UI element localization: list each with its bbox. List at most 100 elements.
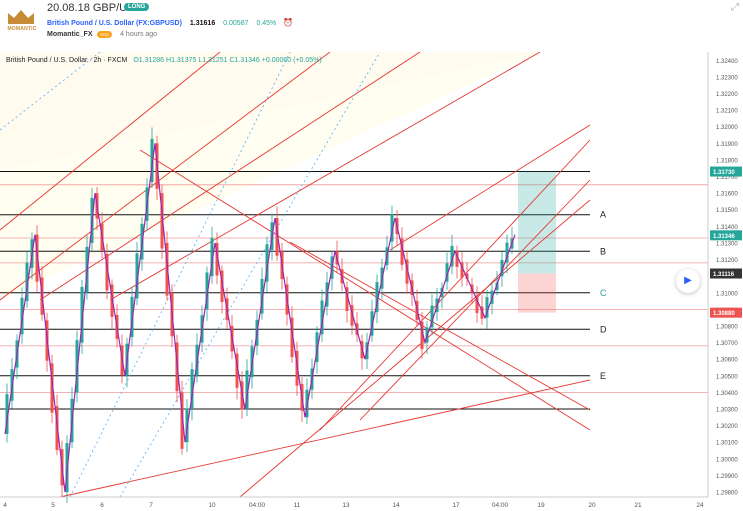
candle-body [455, 251, 459, 267]
legend-symbol: British Pound / U.S. Dollar · 2h · FXCM [6, 57, 128, 64]
y-axis-tick: 1.30700 [716, 341, 738, 347]
trend-line [0, 52, 221, 231]
level-label: B [600, 246, 606, 256]
y-axis-tick: 1.30100 [716, 441, 738, 447]
candle-body [50, 363, 54, 413]
trend-line [359, 179, 591, 421]
alert-icon[interactable]: ⏰ [283, 18, 294, 27]
price-tag-entry [710, 268, 742, 279]
x-axis-tick: 04:00 [492, 502, 509, 509]
price-tag-stop [710, 307, 742, 318]
target-zone [518, 171, 556, 274]
x-axis-tick: 7 [149, 502, 153, 509]
price-chart[interactable]: 1.32400 1.32300 1.32200 1.32100 1.32000 1.319… [0, 52, 743, 511]
x-axis-tick: 24 [696, 502, 704, 509]
y-axis-tick: 1.31300 [716, 241, 738, 247]
y-axis-tick: 1.31500 [716, 208, 738, 214]
y-axis-tick: 1.30600 [716, 358, 738, 364]
candle-body [215, 242, 219, 276]
price-tag-label: 1.31730 [713, 170, 735, 176]
stop-zone [518, 273, 556, 313]
logo-text: MOMANTIC [7, 26, 37, 32]
trend-line [139, 149, 591, 431]
x-axis-tick: 04:00 [249, 502, 266, 509]
posted-time: 4 hours ago [120, 31, 158, 38]
price-tag-label: 1.31116 [713, 272, 735, 278]
y-axis-tick: 1.32200 [716, 92, 738, 98]
candle-body [25, 262, 29, 302]
author-line: Momantic_FX PRO 4 hours ago [47, 30, 158, 38]
candle-body [165, 242, 169, 296]
idea-header: MOMANTIC 20.08.18 GBP/USD LONG British P… [0, 0, 743, 44]
crown-icon [8, 10, 34, 24]
long-badge: LONG [124, 3, 150, 11]
y-axis-tick: 1.30800 [716, 324, 738, 330]
level-label: A [600, 210, 606, 220]
idea-title: 20.08.18 GBP/USD [47, 2, 143, 14]
price-tag-label: 1.30880 [713, 311, 735, 317]
x-axis-tick: 5 [51, 502, 55, 509]
y-axis-tick: 1.31400 [716, 225, 738, 231]
y-axis-tick: 1.31000 [716, 291, 738, 297]
x-axis-tick: 13 [342, 502, 350, 509]
candle-body [475, 295, 479, 313]
y-axis-tick: 1.32000 [716, 125, 738, 131]
x-axis-tick: 10 [208, 502, 216, 509]
trend-line [319, 139, 591, 431]
candle-body [290, 317, 294, 358]
y-axis-panel [708, 52, 743, 511]
y-axis-tick: 1.30300 [716, 407, 738, 413]
last-price: 1.31616 [189, 20, 216, 27]
trend-line [109, 52, 541, 301]
y-axis-tick: 1.32300 [716, 75, 738, 81]
candle-body [420, 321, 424, 350]
candle-body [295, 350, 299, 386]
candle-body [245, 370, 249, 409]
expand-icon[interactable]: ⤢ [731, 2, 739, 13]
legend-ohlc: O1.31286 H1.31375 L1.31251 C1.31346 +0.0… [133, 57, 322, 64]
level-label: D [600, 324, 607, 334]
author-link[interactable]: Momantic_FX [47, 31, 93, 38]
price-tag-target [710, 166, 742, 177]
y-axis-tick: 1.29800 [716, 491, 738, 497]
candle-body [220, 270, 224, 303]
candle-body [390, 214, 394, 242]
candle-body [350, 305, 354, 326]
pro-badge: PRO [97, 30, 113, 38]
y-axis-tick: 1.31700 [716, 175, 738, 181]
candle-body [495, 282, 499, 290]
candle-body [5, 394, 9, 434]
price-tag-label: 1.31346 [713, 234, 735, 240]
x-axis-tick: 6 [100, 502, 104, 509]
symbol-link[interactable]: British Pound / U.S. Dollar (FX:GBPUSD) [47, 20, 182, 27]
price-tag-current [710, 230, 742, 241]
dotted-trend-line [119, 52, 381, 498]
brand-logo: MOMANTIC [2, 8, 40, 40]
chart-legend: British Pound / U.S. Dollar · 2h · FXCM … [6, 57, 322, 64]
play-replay-button[interactable]: ▶ [676, 269, 700, 293]
trend-line [39, 52, 421, 301]
candle-body [190, 369, 194, 409]
y-axis-tick: 1.31200 [716, 258, 738, 264]
candle-body [150, 138, 154, 183]
y-axis-tick: 1.31900 [716, 142, 738, 148]
level-label: E [600, 371, 606, 381]
candle-body [265, 244, 269, 282]
candle-body [210, 237, 214, 277]
trend-line [0, 52, 331, 301]
candle-body [235, 353, 239, 388]
candle-body [20, 297, 24, 335]
candle-body [35, 234, 39, 282]
y-axis-tick: 1.32400 [716, 59, 738, 65]
x-axis-tick: 19 [537, 502, 545, 509]
candle-body [445, 263, 449, 282]
x-axis-tick: 14 [392, 502, 400, 509]
candle-body [75, 340, 79, 393]
candle-body [480, 306, 484, 319]
trend-line [389, 124, 591, 251]
y-axis-tick: 1.32100 [716, 109, 738, 115]
candle-body [450, 245, 454, 267]
y-axis-tick: 1.30500 [716, 374, 738, 380]
candle-body [275, 218, 279, 256]
candle-body [505, 242, 509, 263]
